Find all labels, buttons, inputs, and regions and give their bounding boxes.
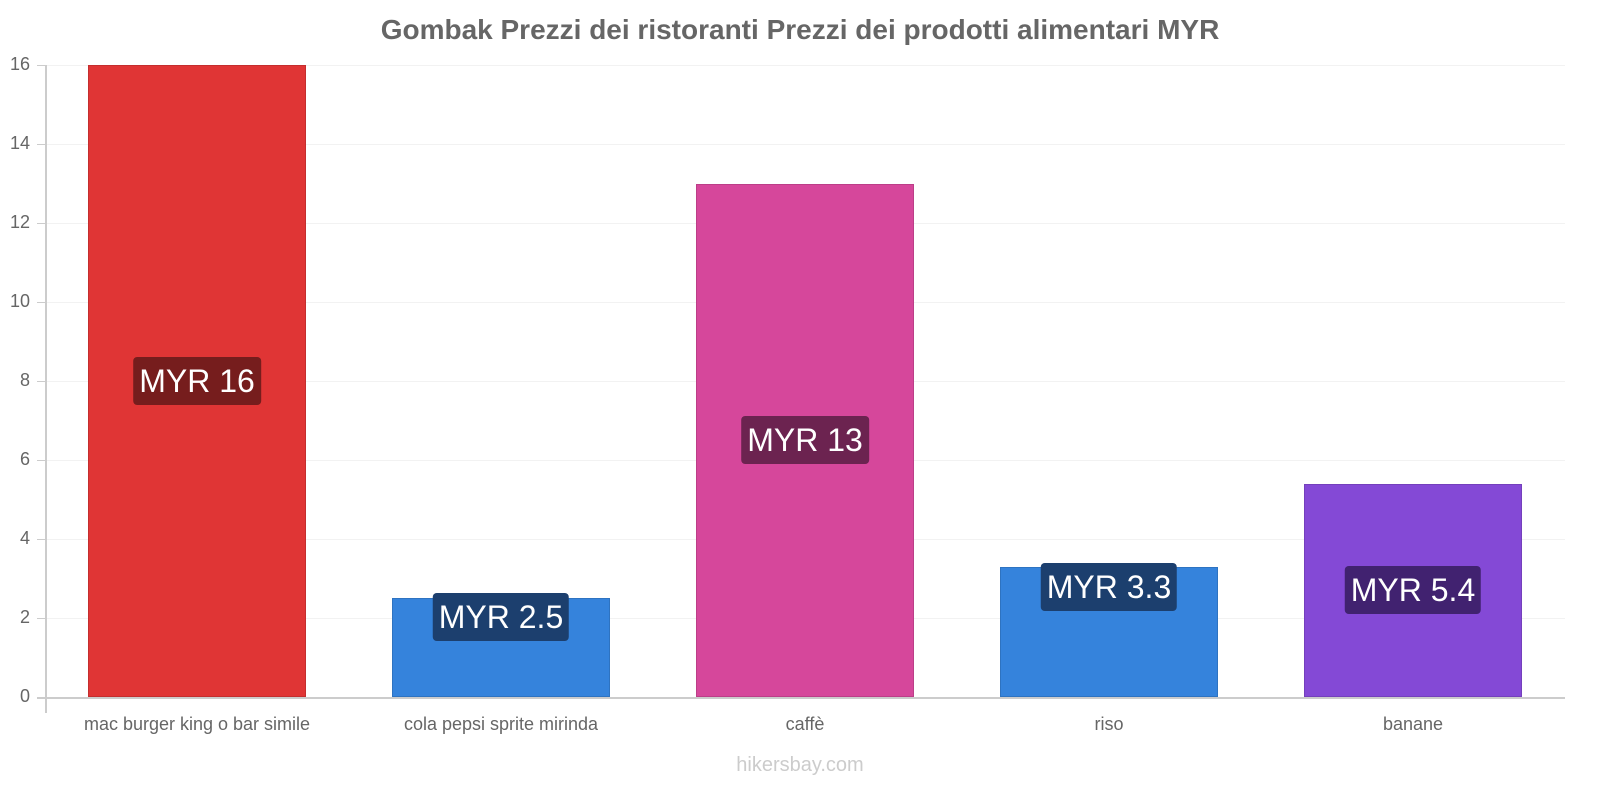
y-tick-label: 10 <box>9 291 30 311</box>
y-tick-mark <box>37 460 45 461</box>
x-tick-label: caffè <box>785 714 825 734</box>
bar-value-label: MYR 16 <box>133 357 261 405</box>
y-tick-label: 6 <box>19 449 30 469</box>
y-tick-mark <box>37 302 45 303</box>
bar-value-label: MYR 3.3 <box>1040 562 1178 611</box>
y-tick-label: 0 <box>19 686 30 706</box>
y-tick-label: 8 <box>19 370 30 390</box>
x-tick-label: cola pepsi sprite mirinda <box>403 714 599 734</box>
gridline <box>45 144 1565 145</box>
x-tick-label: mac burger king o bar simile <box>83 714 311 734</box>
y-axis-line <box>45 65 47 713</box>
y-tick-mark <box>37 381 45 382</box>
y-tick-label: 4 <box>19 528 30 548</box>
y-tick-label: 12 <box>9 212 30 232</box>
y-tick-label: 14 <box>9 133 30 153</box>
y-tick-mark <box>37 65 45 66</box>
y-tick-mark <box>37 539 45 540</box>
y-tick-mark <box>37 144 45 145</box>
bar-value-label: MYR 13 <box>741 416 869 465</box>
y-tick-label: 2 <box>19 607 30 627</box>
bar-value-label: MYR 5.4 <box>1344 566 1482 615</box>
bar-value-label: MYR 2.5 <box>432 593 570 641</box>
y-tick-label: 16 <box>9 54 30 74</box>
y-tick-mark <box>37 223 45 224</box>
bar[interactable] <box>392 598 610 697</box>
x-axis-line <box>37 697 1565 699</box>
x-tick-label: banane <box>1382 714 1444 734</box>
x-tick-label: riso <box>1094 714 1124 734</box>
gridline <box>45 65 1565 66</box>
chart-title: Gombak Prezzi dei ristoranti Prezzi dei … <box>380 14 1220 45</box>
watermark: hikersbay.com <box>736 754 864 776</box>
y-tick-mark <box>37 618 45 619</box>
